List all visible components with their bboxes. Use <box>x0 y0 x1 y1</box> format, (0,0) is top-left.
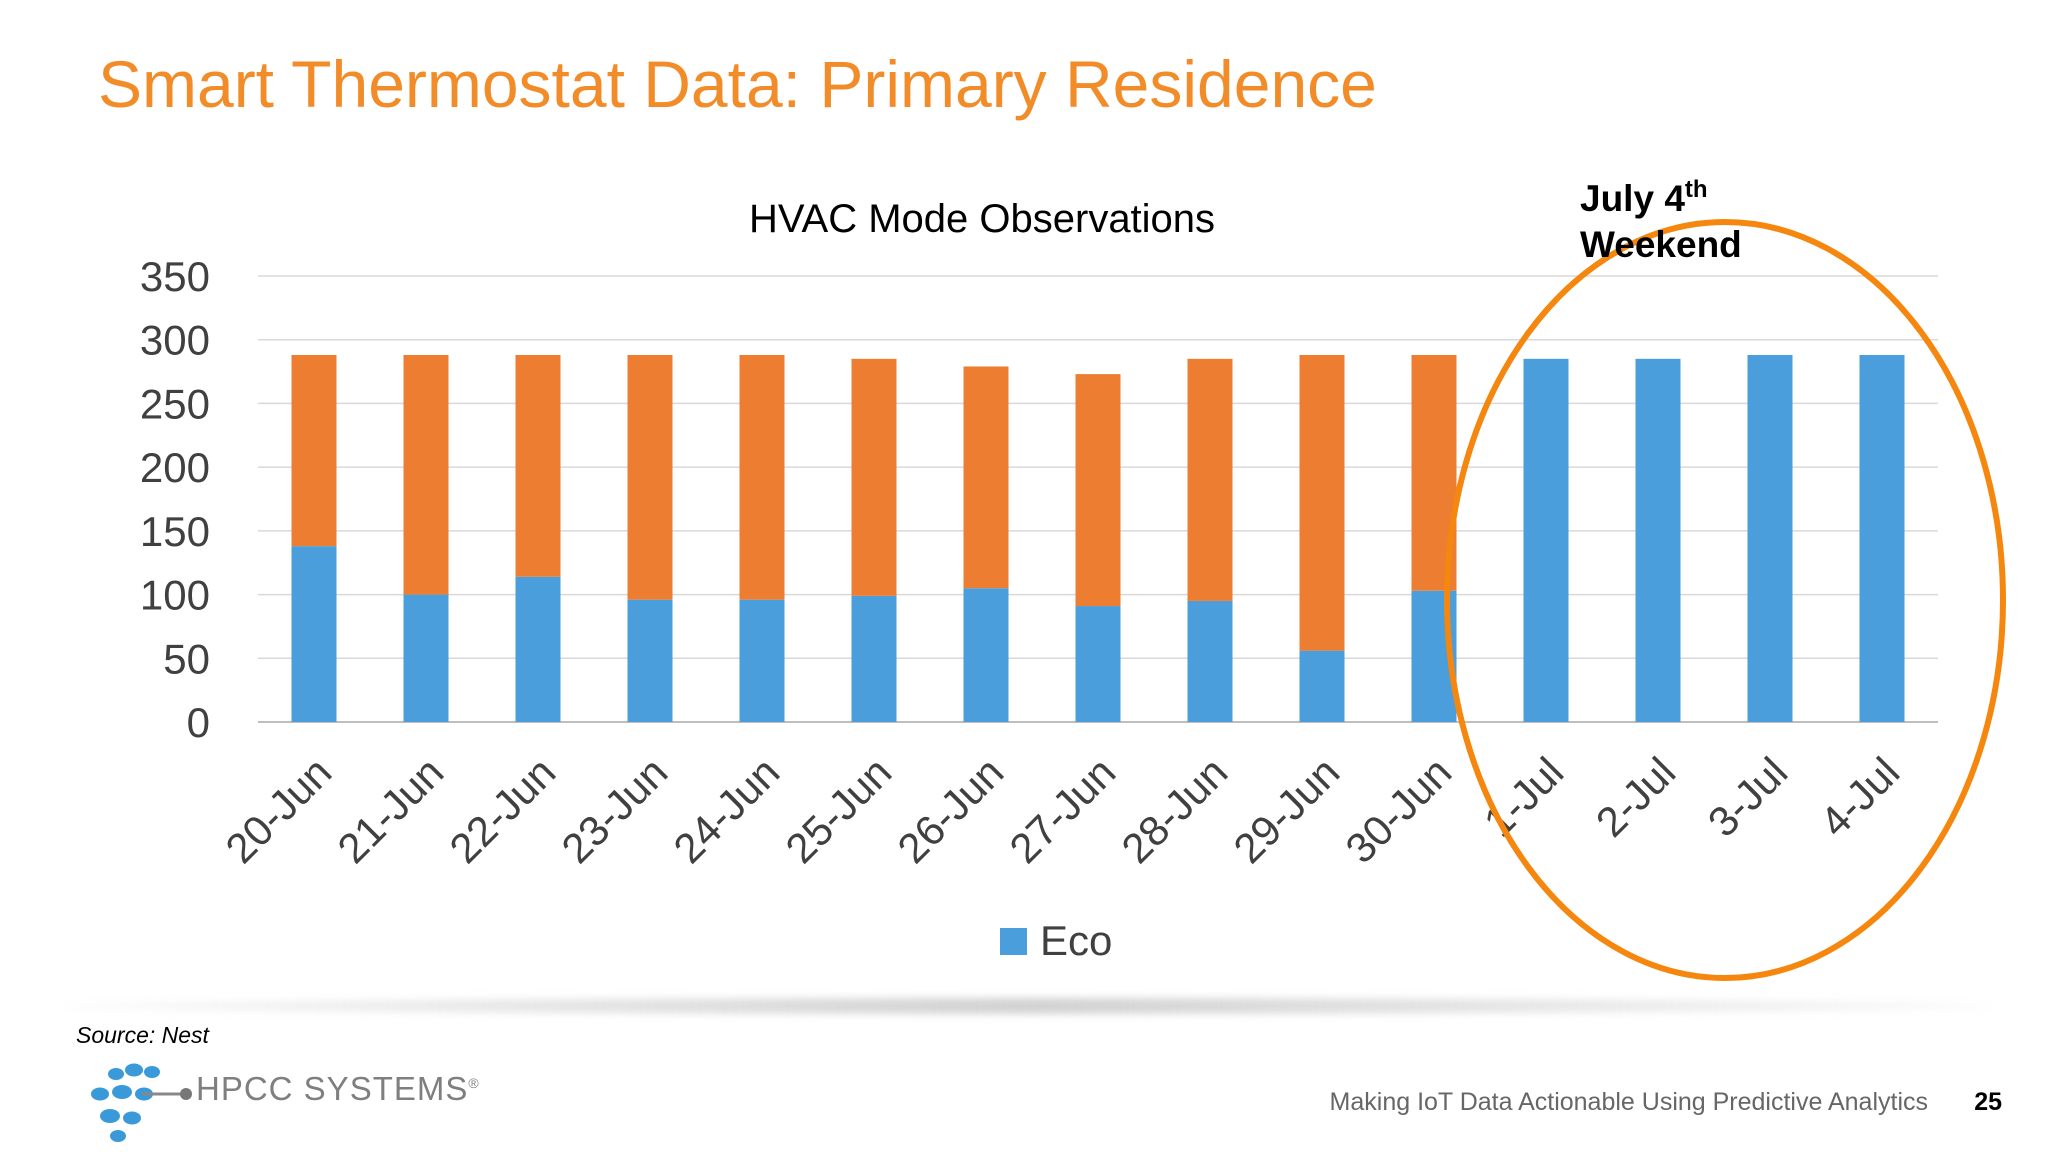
bar-segment-series-2 <box>739 355 785 600</box>
bar-segment-series-2 <box>627 355 673 600</box>
bar-segment-eco <box>739 599 785 722</box>
y-tick-label: 350 <box>140 253 210 300</box>
bar-segment-eco <box>1187 600 1233 722</box>
source-note: Source: Nest <box>76 1022 209 1048</box>
footer-text: Making IoT Data Actionable Using Predict… <box>1329 1088 1928 1116</box>
july-4th-annotation: July 4th Weekend <box>1580 176 1742 268</box>
annotation-superscript: th <box>1684 176 1708 203</box>
bar-segment-eco <box>963 588 1009 722</box>
annotation-line2: Weekend <box>1580 224 1742 265</box>
x-tick-label: 24-Jun <box>664 748 788 872</box>
bar-segment-series-2 <box>515 355 561 577</box>
bar-segment-eco <box>1075 606 1121 722</box>
bar-segment-series-2 <box>963 366 1009 589</box>
x-tick-label: 2-Jul <box>1587 748 1685 846</box>
bar-segment-eco <box>1635 358 1681 722</box>
bar-segment-eco <box>515 576 561 722</box>
y-axis-ticks: 0 50 100 150 200 250 300 350 <box>140 253 210 746</box>
y-tick-label: 200 <box>140 444 210 491</box>
x-tick-label: 3-Jul <box>1699 748 1797 846</box>
july-4th-highlight-ellipse <box>1444 219 2006 981</box>
bar-segment-eco <box>627 599 673 722</box>
y-tick-label: 0 <box>187 699 210 746</box>
slide-title: Smart Thermostat Data: Primary Residence <box>98 47 1377 121</box>
bar-segment-series-2 <box>403 355 449 595</box>
bar-segment-series-2 <box>291 355 337 547</box>
bar-segment-series-2 <box>1075 374 1121 607</box>
x-tick-label: 4-Jul <box>1811 748 1909 846</box>
legend: Eco <box>1000 917 1112 964</box>
bar-segment-eco <box>1523 358 1569 722</box>
chart-title: HVAC Mode Observations <box>749 197 1215 241</box>
page-number: 25 <box>1974 1088 2002 1116</box>
divider-shadow <box>60 998 2000 1014</box>
y-tick-label: 50 <box>163 635 210 682</box>
bar-segment-series-2 <box>1187 358 1233 601</box>
bars <box>291 355 1905 722</box>
bar-segment-eco <box>403 594 449 722</box>
x-tick-label: 22-Jun <box>440 748 564 872</box>
bar-segment-eco <box>1859 355 1905 722</box>
annotation-main: July 4 <box>1580 178 1685 219</box>
x-axis-ticks: 20-Jun21-Jun22-Jun23-Jun24-Jun25-Jun26-J… <box>216 748 1908 872</box>
bar-segment-series-2 <box>1299 355 1345 651</box>
x-tick-label: 26-Jun <box>888 748 1012 872</box>
bar-segment-eco <box>1299 650 1345 722</box>
bar-segment-eco <box>851 595 897 722</box>
bar-segment-eco <box>1747 355 1793 722</box>
x-tick-label: 20-Jun <box>216 748 340 872</box>
hpcc-logo-icon <box>91 1063 192 1142</box>
hpcc-logo-text: HPCC SYSTEMS® <box>196 1070 480 1107</box>
bar-segment-series-2 <box>851 358 897 596</box>
x-tick-label: 29-Jun <box>1224 748 1348 872</box>
x-tick-label: 30-Jun <box>1336 748 1460 872</box>
y-tick-label: 100 <box>140 572 210 619</box>
x-tick-label: 25-Jun <box>776 748 900 872</box>
y-tick-label: 300 <box>140 317 210 364</box>
y-tick-label: 150 <box>140 508 210 555</box>
x-tick-label: 23-Jun <box>552 748 676 872</box>
legend-swatch <box>1000 928 1027 955</box>
x-tick-label: 21-Jun <box>328 748 452 872</box>
y-tick-label: 250 <box>140 380 210 427</box>
x-tick-label: 27-Jun <box>1000 748 1124 872</box>
legend-label: Eco <box>1040 917 1112 964</box>
bar-segment-eco <box>291 546 337 722</box>
chart: HVAC Mode Observations 0 50 100 150 200 250 30… <box>140 197 2006 981</box>
x-tick-label: 28-Jun <box>1112 748 1236 872</box>
hpcc-logo: HPCC SYSTEMS® <box>86 1060 496 1144</box>
